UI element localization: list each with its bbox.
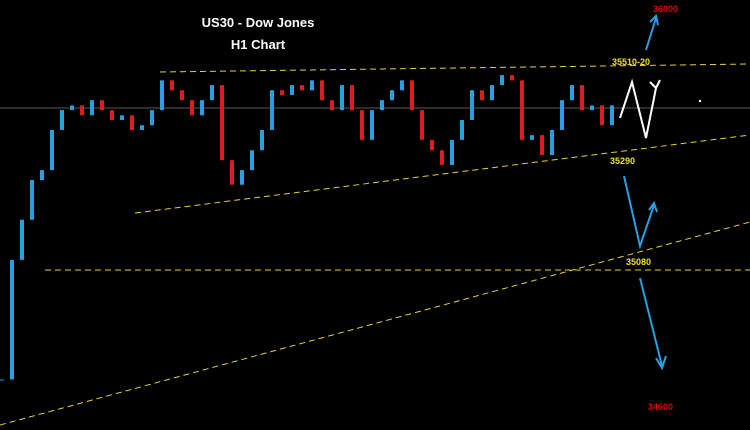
- candle: [40, 170, 44, 181]
- up-arrow: [645, 17, 657, 51]
- candle: [520, 80, 524, 140]
- resistance-line: [159, 63, 750, 73]
- candle: [300, 85, 304, 91]
- dot: [698, 99, 702, 103]
- candle: [130, 115, 134, 130]
- candle: [80, 105, 84, 116]
- candle: [480, 90, 484, 101]
- candle: [220, 85, 224, 161]
- candle: [360, 110, 364, 140]
- candle: [400, 80, 404, 91]
- projection-arrow: [619, 78, 657, 139]
- annotation: 35510-20: [612, 57, 650, 67]
- candle: [590, 105, 594, 111]
- candle: [320, 80, 324, 101]
- candle: [450, 139, 454, 165]
- candle: [140, 125, 144, 130]
- candle: [120, 115, 124, 121]
- arrow-head: [649, 79, 661, 90]
- candle: [550, 129, 554, 155]
- candle: [570, 85, 574, 101]
- candle: [270, 90, 274, 130]
- candle: [160, 80, 164, 111]
- candle: [10, 259, 14, 380]
- down-arrow: [639, 277, 663, 367]
- candle: [0, 379, 4, 381]
- candle: [70, 105, 74, 111]
- candle: [460, 120, 464, 140]
- candle: [330, 100, 334, 111]
- candle: [290, 85, 294, 95]
- candle: [530, 135, 534, 140]
- candle: [90, 100, 94, 116]
- candle: [110, 110, 114, 121]
- candles: [0, 75, 614, 381]
- chart-title: US30 - Dow Jones: [202, 15, 315, 30]
- candle: [370, 110, 374, 140]
- candle: [50, 129, 54, 171]
- arrow-head: [648, 200, 658, 213]
- candle: [60, 110, 64, 130]
- candle: [350, 85, 354, 111]
- candle: [410, 80, 414, 111]
- candle: [500, 75, 504, 86]
- candle: [30, 180, 34, 220]
- candle: [440, 150, 444, 165]
- candle: [380, 100, 384, 111]
- candle: [240, 170, 244, 185]
- candle: [560, 100, 564, 130]
- candle: [170, 80, 174, 91]
- candle: [280, 90, 284, 95]
- trend-line: [134, 134, 750, 214]
- candle: [490, 85, 494, 101]
- candle: [340, 85, 344, 111]
- candle: [210, 85, 214, 101]
- candle: [610, 105, 614, 126]
- candle: [180, 90, 184, 101]
- candle: [100, 100, 104, 111]
- candle: [200, 100, 204, 116]
- candle: [190, 100, 194, 116]
- candle: [150, 110, 154, 126]
- candle: [310, 80, 314, 91]
- candle: [600, 105, 604, 126]
- candle: [230, 160, 234, 185]
- annotation: 35290: [610, 156, 635, 166]
- arrow-head: [649, 14, 659, 26]
- candle: [250, 150, 254, 171]
- candle: [470, 90, 474, 121]
- candle: [540, 135, 544, 155]
- annotation: 35080: [626, 257, 651, 267]
- annotation: 36000: [653, 4, 678, 14]
- candle: [510, 75, 514, 81]
- candle: [580, 85, 584, 111]
- candle: [420, 110, 424, 140]
- annotation: 34600: [648, 402, 673, 412]
- candle: [390, 90, 394, 101]
- chart-subtitle: H1 Chart: [231, 37, 286, 52]
- candle: [260, 129, 264, 151]
- candle: [430, 139, 434, 151]
- arrow-head: [655, 355, 667, 371]
- candle: [20, 219, 24, 260]
- down-arrow: [623, 175, 655, 250]
